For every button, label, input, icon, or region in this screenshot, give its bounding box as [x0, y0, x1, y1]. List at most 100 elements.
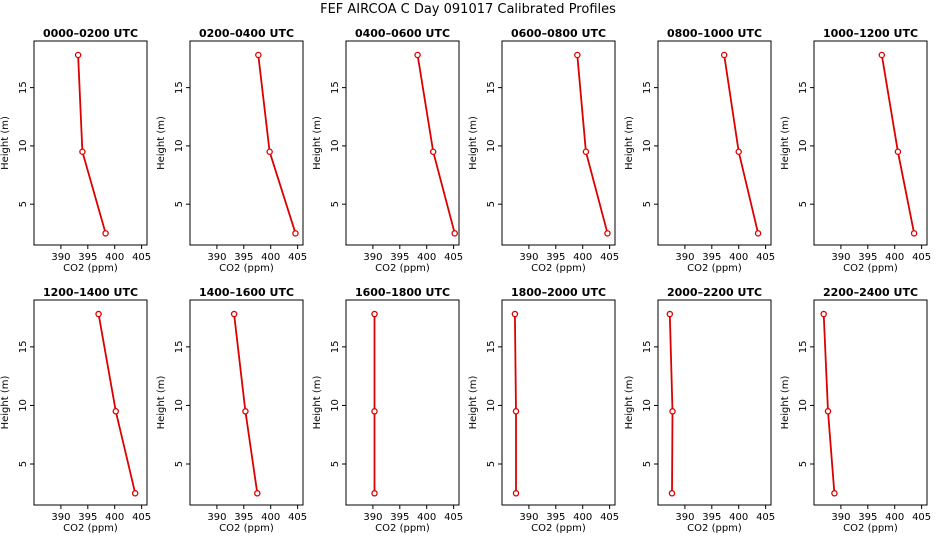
y-tick-label: 15 [18, 81, 29, 94]
panel-title: 0400–0600 UTC [355, 27, 450, 40]
y-tick-label: 10 [642, 399, 653, 412]
x-tick-label: 405 [132, 252, 151, 263]
x-tick-label: 395 [546, 252, 565, 263]
y-tick-label: 15 [330, 340, 341, 353]
x-tick-label: 390 [51, 512, 70, 523]
panel-grid: 0000–0200 UTC 390 395 400 405 5 10 15 CO2 (ppm) H… [0, 27, 931, 534]
profile-line [576, 54, 609, 234]
y-tick-label: 10 [798, 140, 809, 153]
plot-frame [189, 299, 304, 506]
x-tick-label: 400 [261, 252, 280, 263]
x-tick-label: 390 [831, 512, 850, 523]
y-tick-label: 10 [174, 399, 185, 412]
panel-title: 1400–1600 UTC [199, 286, 294, 299]
x-tick-label: 390 [519, 512, 538, 523]
x-tick-label: 395 [234, 252, 253, 263]
x-tick-label: 395 [390, 512, 409, 523]
y-tick-label: 5 [174, 201, 185, 207]
profile-point [511, 310, 519, 318]
y-tick-label: 15 [642, 340, 653, 353]
profile-point [582, 148, 590, 155]
panel-title: 1600–1800 UTC [355, 286, 450, 299]
x-tick-label: 395 [390, 252, 409, 263]
x-tick-label: 390 [207, 512, 226, 523]
x-tick-label: 390 [51, 252, 70, 263]
chart-panel: 1600–1800 UTC 390 395 400 405 5 10 15 CO2 (ppm) H… [312, 286, 463, 534]
y-tick-label: 5 [486, 461, 497, 467]
x-axis-label: CO2 (ppm) [219, 263, 274, 274]
y-tick-label: 10 [330, 399, 341, 412]
x-axis-label: CO2 (ppm) [63, 523, 118, 534]
x-tick-label: 405 [600, 512, 619, 523]
x-axis-label: CO2 (ppm) [687, 263, 742, 274]
chart-panel: 1000–1200 UTC 390 395 400 405 5 10 15 CO2 (ppm) H… [780, 27, 931, 274]
chart-panel: 0400–0600 UTC 390 395 400 405 5 10 15 CO2 (ppm) H… [312, 27, 463, 274]
profile-line [514, 314, 517, 494]
y-tick-label: 5 [330, 461, 341, 467]
profile-line [880, 54, 915, 234]
x-tick-label: 405 [756, 512, 775, 523]
chart-panel: 1800–2000 UTC 390 395 400 405 5 10 15 CO2 (ppm) H… [468, 286, 619, 534]
y-tick-label: 15 [486, 81, 497, 94]
profile-line [668, 314, 674, 494]
x-tick-label: 390 [675, 252, 694, 263]
x-tick-label: 395 [702, 252, 721, 263]
plot-frame [813, 299, 928, 506]
profile-point [414, 51, 421, 59]
profile-point [102, 230, 109, 237]
x-axis-label: CO2 (ppm) [843, 523, 898, 534]
x-tick-label: 390 [519, 252, 538, 263]
x-tick-label: 405 [600, 252, 619, 263]
x-tick-label: 400 [729, 252, 748, 263]
x-tick-label: 405 [288, 512, 307, 523]
panel-title: 1000–1200 UTC [823, 27, 918, 40]
y-tick-label: 15 [18, 340, 29, 353]
plot-frame [33, 40, 148, 246]
profile-point [451, 230, 458, 237]
profile-line [723, 54, 759, 234]
panel-title: 0600–0800 UTC [511, 27, 606, 40]
chart-panel: 1400–1600 UTC 390 395 400 405 5 10 15 CO2 (ppm) H… [156, 286, 307, 534]
panel-title: 0800–1000 UTC [667, 27, 762, 40]
x-axis-label: CO2 (ppm) [63, 263, 118, 274]
x-tick-label: 390 [675, 512, 694, 523]
y-tick-label: 15 [798, 81, 809, 94]
plot-frame [345, 299, 460, 506]
y-tick-label: 10 [642, 140, 653, 153]
y-tick-label: 10 [486, 399, 497, 412]
profile-line [822, 314, 836, 494]
profile-point [266, 148, 273, 155]
profile-point [910, 230, 918, 237]
profile-point [254, 490, 261, 497]
profile-point [230, 310, 238, 318]
y-tick-label: 15 [642, 81, 653, 94]
x-tick-label: 400 [885, 252, 904, 263]
y-tick-label: 15 [330, 81, 341, 94]
profile-point [720, 51, 728, 59]
x-tick-label: 390 [831, 252, 850, 263]
x-tick-label: 405 [756, 252, 775, 263]
x-tick-label: 405 [288, 252, 307, 263]
x-axis-label: CO2 (ppm) [687, 523, 742, 534]
chart-panel: 0800–1000 UTC 390 395 400 405 5 10 15 CO2 (ppm) H… [624, 27, 775, 274]
profile-point [292, 230, 299, 237]
profile-point [574, 51, 581, 59]
x-tick-label: 405 [912, 252, 931, 263]
y-axis-label: Height (m) [156, 376, 167, 430]
x-tick-label: 390 [363, 512, 382, 523]
x-axis-label: CO2 (ppm) [375, 523, 430, 534]
y-tick-label: 10 [18, 140, 29, 153]
x-tick-label: 390 [207, 252, 226, 263]
profile-point [668, 490, 676, 497]
profile-point [512, 490, 520, 497]
chart-panel: 0200–0400 UTC 390 395 400 405 5 10 15 CO2 (ppm) H… [156, 27, 307, 274]
y-tick-label: 15 [174, 340, 185, 353]
y-axis-label: Height (m) [468, 116, 479, 170]
y-tick-label: 5 [18, 461, 29, 467]
x-tick-label: 395 [858, 512, 877, 523]
chart-panel: 2000–2200 UTC 390 395 400 405 5 10 15 CO2 (ppm) H… [624, 286, 775, 534]
x-tick-label: 395 [78, 512, 97, 523]
profile-point [824, 408, 832, 415]
chart-panel: 1200–1400 UTC 390 395 400 405 5 10 15 CO2 (ppm) H… [0, 286, 151, 534]
